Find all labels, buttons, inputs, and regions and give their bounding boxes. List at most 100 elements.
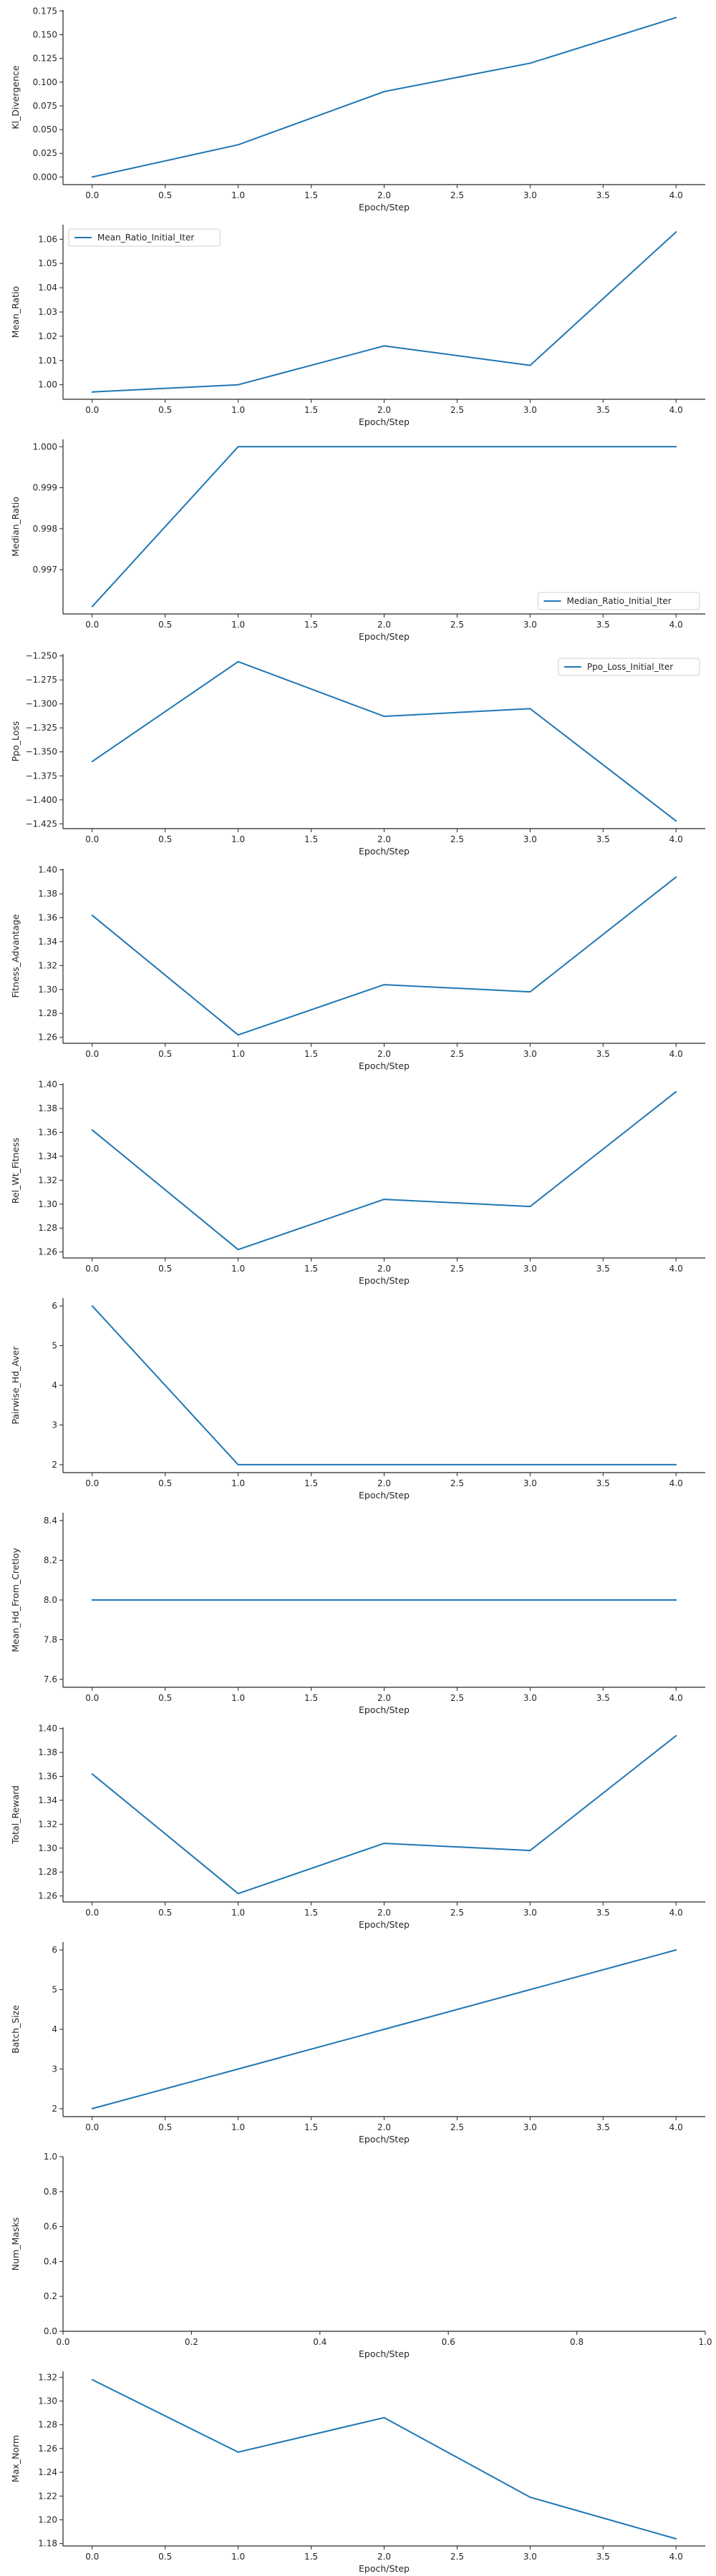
data-point xyxy=(675,2538,677,2540)
y-tick-label: −1.300 xyxy=(26,699,57,709)
x-tick-label: 1.0 xyxy=(231,620,245,630)
y-tick-label: 1.24 xyxy=(38,2467,57,2477)
y-tick-label: −1.400 xyxy=(26,795,57,805)
data-point xyxy=(91,1129,93,1131)
x-axis-label: Epoch/Step xyxy=(359,1060,410,1071)
y-tick-label: 1.32 xyxy=(38,1819,57,1829)
x-tick-label: 3.5 xyxy=(596,1049,610,1059)
y-tick-label: 1.00 xyxy=(38,380,57,390)
x-tick-label: 4.0 xyxy=(669,2122,683,2132)
data-point xyxy=(675,446,677,448)
y-tick-label: 0.997 xyxy=(33,565,57,575)
y-tick-label: 1.28 xyxy=(38,1223,57,1233)
data-point xyxy=(675,820,677,822)
data-point xyxy=(383,91,385,93)
data-point xyxy=(237,660,239,663)
y-axis-label: Max_Norm xyxy=(10,2435,21,2482)
data-point xyxy=(91,1773,93,1775)
x-axis-label: Epoch/Step xyxy=(359,2134,410,2145)
data-point xyxy=(675,1463,677,1465)
y-tick-label: 0.998 xyxy=(33,524,57,534)
x-tick-label: 1.0 xyxy=(231,1693,245,1703)
legend: Median_Ratio_Initial_Iter xyxy=(538,592,700,610)
y-tick-label: 1.01 xyxy=(38,356,57,366)
data-point xyxy=(529,708,531,710)
x-tick-label: 0.5 xyxy=(158,1908,172,1918)
y-tick-label: 1.40 xyxy=(38,1724,57,1734)
y-tick-label: 8.0 xyxy=(44,1595,57,1605)
x-tick-label: 2.0 xyxy=(377,1049,391,1059)
y-tick-label: 1.40 xyxy=(38,1080,57,1090)
y-tick-label: 0.0 xyxy=(44,2326,57,2336)
x-tick-label: 1.0 xyxy=(231,2122,245,2132)
x-tick-label: 0.2 xyxy=(185,2337,198,2347)
y-tick-label: 0.6 xyxy=(44,2222,57,2232)
x-axis-label: Epoch/Step xyxy=(359,416,410,427)
y-axis-label: Fitness_Advantage xyxy=(10,914,21,997)
x-tick-label: 0.5 xyxy=(158,1049,172,1059)
data-point xyxy=(675,1091,677,1093)
data-point xyxy=(237,2451,239,2453)
x-tick-label: 0.0 xyxy=(85,834,99,844)
y-axis-label: Rel_Wt_Fitness xyxy=(10,1138,21,1204)
data-point xyxy=(237,384,239,386)
y-tick-label: 1.22 xyxy=(38,2491,57,2501)
series-line xyxy=(92,446,677,608)
chart-panel: 0.0 0.5 1.0 1.5 2.0 2.5 3.0 3.5 4.0 0.000 0.025 0.0… xyxy=(0,0,716,215)
x-tick-label: 0.0 xyxy=(85,190,99,200)
y-axis-label: Mean_Ratio xyxy=(10,286,21,338)
x-tick-label: 3.0 xyxy=(523,834,537,844)
x-tick-label: 0.5 xyxy=(158,834,172,844)
y-tick-label: 1.36 xyxy=(38,913,57,923)
x-tick-label: 0.0 xyxy=(85,2122,99,2132)
x-tick-label: 3.0 xyxy=(523,1908,537,1918)
y-tick-label: 0.999 xyxy=(33,483,57,493)
x-tick-label: 4.0 xyxy=(669,1049,683,1059)
y-tick-label: 4 xyxy=(52,1380,57,1390)
y-tick-label: 0.000 xyxy=(33,172,57,182)
x-tick-label: 3.5 xyxy=(596,1693,610,1703)
x-tick-label: 1.5 xyxy=(304,190,318,200)
data-point xyxy=(237,144,239,146)
x-tick-label: 3.5 xyxy=(596,620,610,630)
x-tick-label: 0.5 xyxy=(158,1264,172,1274)
x-tick-label: 2.5 xyxy=(450,1478,464,1488)
series-line xyxy=(92,2379,677,2540)
chart-panel: 0.0 0.5 1.0 1.5 2.0 2.5 3.0 3.5 4.0 1.26 1.28 1.30 1… xyxy=(0,859,716,1073)
y-tick-label: 4 xyxy=(52,2024,57,2034)
y-tick-label: −1.425 xyxy=(26,819,57,829)
x-tick-label: 2.5 xyxy=(450,620,464,630)
x-tick-label: 0.6 xyxy=(442,2337,455,2347)
data-point xyxy=(383,984,385,986)
chart-svg: 0.0 0.5 1.0 1.5 2.0 2.5 3.0 3.5 4.0 0.997 0.998 0.9… xyxy=(10,439,705,642)
chart-panel: 0.0 0.5 1.0 1.5 2.0 2.5 3.0 3.5 4.0 0.997 0.998 0.9… xyxy=(0,429,716,644)
x-axis-label: Epoch/Step xyxy=(359,2563,410,2574)
x-tick-label: 2.0 xyxy=(377,1693,391,1703)
y-tick-label: 0.8 xyxy=(44,2187,57,2197)
x-tick-label: 1.5 xyxy=(304,405,318,415)
data-point xyxy=(91,761,93,763)
chart-svg: 0.0 0.5 1.0 1.5 2.0 2.5 3.0 3.5 4.0 2 3 4 5 6 Epoch/St… xyxy=(10,1298,705,1501)
y-tick-label: 0.2 xyxy=(44,2291,57,2301)
y-tick-label: 0.025 xyxy=(33,148,57,158)
y-axis-label: Median_Ratio xyxy=(10,497,21,557)
data-point xyxy=(91,176,93,178)
x-tick-label: 2.5 xyxy=(450,1693,464,1703)
data-point xyxy=(383,2029,385,2030)
y-tick-label: 1.18 xyxy=(38,2539,57,2549)
data-point xyxy=(529,991,531,993)
y-tick-label: 7.8 xyxy=(44,1634,57,1644)
data-point xyxy=(675,231,677,233)
y-tick-label: 1.28 xyxy=(38,2420,57,2430)
x-tick-label: 1.5 xyxy=(304,2122,318,2132)
data-point xyxy=(91,605,93,608)
chart-panel: 0.0 0.5 1.0 1.5 2.0 2.5 3.0 3.5 4.0 1.26 1.28 1.30 1… xyxy=(0,1717,716,1932)
y-tick-label: 1.0 xyxy=(44,2152,57,2162)
y-tick-label: 2 xyxy=(52,2104,57,2114)
x-tick-label: 4.0 xyxy=(669,1908,683,1918)
chart-svg: 0.0 0.5 1.0 1.5 2.0 2.5 3.0 3.5 4.0 2 3 4 5 6 Epoch/St… xyxy=(10,1942,705,2145)
y-tick-label: 0.175 xyxy=(33,6,57,16)
x-tick-label: 0.0 xyxy=(85,2552,99,2562)
x-tick-label: 4.0 xyxy=(669,620,683,630)
x-tick-label: 2.5 xyxy=(450,1049,464,1059)
